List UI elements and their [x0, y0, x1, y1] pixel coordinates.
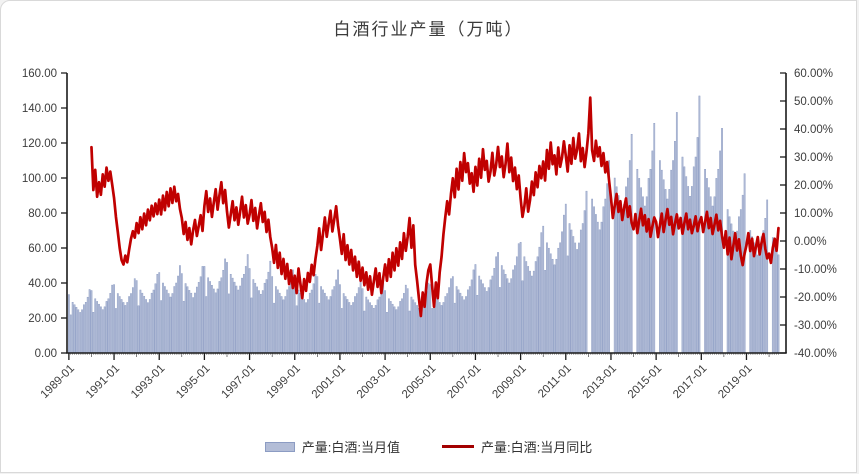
line-series-swatch [442, 445, 474, 448]
svg-text:2019-01: 2019-01 [716, 363, 754, 401]
svg-text:2003-01: 2003-01 [355, 363, 393, 401]
svg-text:30.00%: 30.00% [794, 152, 833, 164]
svg-text:-20.00%: -20.00% [794, 292, 837, 304]
svg-text:1991-01: 1991-01 [84, 363, 122, 401]
svg-text:60.00: 60.00 [28, 243, 57, 255]
svg-text:0.00%: 0.00% [794, 236, 827, 248]
legend-item-yoy: 产量:白酒:当月同比 [442, 437, 592, 456]
legend-label-yoy: 产量:白酒:当月同比 [481, 440, 593, 455]
svg-text:20.00: 20.00 [28, 313, 57, 325]
svg-text:2017-01: 2017-01 [671, 363, 709, 401]
svg-text:1999-01: 1999-01 [265, 363, 303, 401]
svg-text:2005-01: 2005-01 [400, 363, 438, 401]
svg-text:2001-01: 2001-01 [310, 363, 348, 401]
svg-text:-40.00%: -40.00% [794, 348, 837, 360]
svg-text:2007-01: 2007-01 [445, 363, 483, 401]
chart-title: 白酒行业产量（万吨） [333, 20, 524, 40]
svg-text:1989-01: 1989-01 [39, 363, 77, 401]
svg-text:40.00%: 40.00% [794, 124, 833, 136]
combo-chart: 160.00 140.00 120.00 100.00 80.00 60.00 40.00 2… [22, 68, 837, 401]
svg-text:50.00%: 50.00% [794, 96, 833, 108]
svg-text:-10.00%: -10.00% [794, 264, 837, 276]
svg-text:140.00: 140.00 [22, 103, 57, 115]
svg-text:40.00: 40.00 [28, 278, 57, 290]
bar-series-swatch [264, 441, 295, 452]
svg-text:2013-01: 2013-01 [581, 363, 619, 401]
svg-text:60.00%: 60.00% [794, 68, 833, 80]
svg-text:-30.00%: -30.00% [794, 320, 837, 332]
svg-text:160.00: 160.00 [22, 68, 57, 80]
legend: 产量:白酒:当月值 产量:白酒:当月同比 [1, 437, 856, 456]
svg-text:100.00: 100.00 [22, 173, 57, 185]
svg-text:2011-01: 2011-01 [536, 363, 574, 401]
svg-text:1997-01: 1997-01 [219, 363, 257, 401]
svg-text:120.00: 120.00 [22, 138, 57, 150]
svg-text:2009-01: 2009-01 [490, 363, 528, 401]
svg-text:2015-01: 2015-01 [626, 363, 664, 401]
svg-text:1995-01: 1995-01 [174, 363, 212, 401]
svg-text:0.00: 0.00 [35, 348, 57, 360]
svg-text:10.00%: 10.00% [794, 208, 833, 220]
legend-label-production: 产量:白酒:当月值 [301, 440, 400, 455]
svg-text:80.00: 80.00 [28, 208, 57, 220]
svg-text:20.00%: 20.00% [794, 180, 833, 192]
legend-item-production: 产量:白酒:当月值 [264, 437, 400, 456]
svg-text:1993-01: 1993-01 [129, 363, 167, 401]
